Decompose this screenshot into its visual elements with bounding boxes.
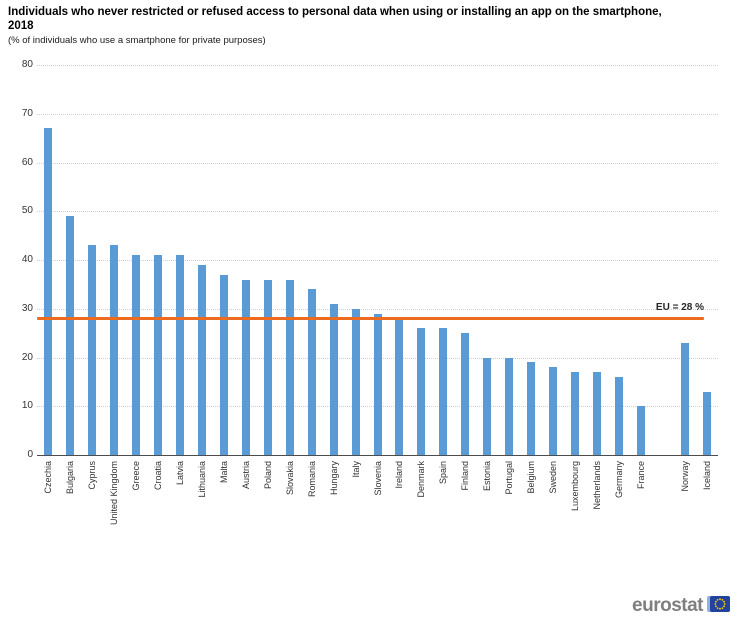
x-axis-label: Portugal (504, 461, 515, 495)
x-axis-label: Poland (262, 461, 273, 490)
x-axis-label: Estonia (482, 461, 493, 492)
x-axis-label: Bulgaria (64, 461, 75, 495)
gridline (37, 260, 718, 261)
bar-austria (241, 279, 250, 455)
bar-greece (131, 255, 140, 455)
bar-czechia (43, 128, 52, 455)
x-axis-label: Germany (614, 461, 625, 499)
bar-romania (307, 289, 316, 455)
eurostat-logo-text: eurostat (632, 595, 703, 616)
bar-hungary (329, 303, 338, 455)
y-axis-tick-label: 50 (21, 205, 33, 217)
bar-slovakia (285, 279, 294, 455)
x-axis-label: Sweden (548, 461, 559, 494)
y-axis-tick-label: 80 (21, 59, 33, 70)
x-axis-label: Finland (460, 461, 471, 491)
x-axis-label: Denmark (416, 461, 427, 498)
bar-sweden (549, 367, 558, 455)
bar-estonia (483, 357, 492, 455)
y-axis-tick-label: 10 (21, 400, 33, 412)
gridline (37, 65, 718, 66)
bar-poland (263, 279, 272, 455)
y-axis-tick-label: 60 (21, 156, 33, 168)
bar-portugal (505, 357, 514, 455)
bar-belgium (527, 362, 536, 455)
bar-ireland (395, 318, 404, 455)
y-axis-tick-label: 40 (21, 254, 33, 265)
y-axis-tick-label: 0 (27, 449, 33, 460)
bar-united-kingdom (109, 245, 118, 455)
page-subtitle: (% of individuals who use a smartphone f… (8, 35, 266, 46)
bar-spain (439, 328, 448, 455)
x-axis-label: Belgium (526, 461, 537, 494)
x-axis-label: Greece (130, 461, 141, 491)
x-axis-label: France (636, 461, 647, 490)
bar-germany (615, 377, 624, 455)
x-axis-label: Slovenia (372, 461, 383, 496)
bar-croatia (153, 255, 162, 455)
bar-slovenia (373, 313, 382, 455)
bar-cyprus (87, 245, 96, 455)
gridline (37, 113, 718, 115)
bar-netherlands (593, 372, 602, 455)
bar-norway (681, 342, 690, 455)
bar-iceland (703, 391, 712, 455)
bar-bulgaria (65, 216, 74, 455)
eu-flag-icon (707, 595, 730, 617)
x-axis-label: United Kingdom (108, 461, 119, 526)
gridline (37, 162, 718, 164)
x-axis-label: Latvia (174, 461, 185, 486)
gridline (37, 308, 718, 310)
x-axis-label: Czechia (42, 461, 53, 494)
eu-reference-label: EU = 28 % (655, 301, 704, 313)
y-axis-tick-label: 70 (21, 107, 33, 119)
y-axis-tick-label: 30 (21, 302, 33, 314)
eu-reference-line (37, 317, 704, 320)
x-axis-label: Ireland (394, 461, 405, 489)
bar-france (637, 406, 646, 455)
x-axis-label: Luxembourg (570, 461, 581, 512)
bar-lithuania (197, 264, 206, 455)
x-axis-label: Malta (218, 461, 229, 484)
x-axis-label: Netherlands (592, 461, 603, 510)
x-axis-label: Croatia (152, 461, 163, 491)
bar-malta (219, 274, 228, 455)
bar-denmark (417, 328, 426, 455)
x-axis-label: Cyprus (86, 461, 97, 490)
x-axis-label: Spain (438, 461, 449, 485)
page-title: Individuals who never restricted or refu… (8, 6, 662, 32)
bar-italy (351, 308, 360, 455)
x-axis-label: Iceland (702, 461, 713, 491)
x-axis-label: Hungary (328, 461, 339, 496)
y-axis-tick-label: 20 (21, 351, 33, 363)
bar-luxembourg (571, 372, 580, 455)
x-axis-label: Austria (240, 461, 251, 490)
x-axis-line (37, 455, 718, 456)
gridline (37, 211, 718, 213)
x-axis-label: Norway (680, 461, 691, 492)
x-axis-label: Italy (350, 461, 361, 478)
x-axis-label: Slovakia (284, 461, 295, 496)
x-axis-label: Lithuania (196, 461, 207, 498)
bar-finland (461, 333, 470, 455)
x-axis-label: Romania (306, 461, 317, 498)
eurostat-logo: eurostat (632, 595, 730, 617)
bar-latvia (175, 255, 184, 455)
